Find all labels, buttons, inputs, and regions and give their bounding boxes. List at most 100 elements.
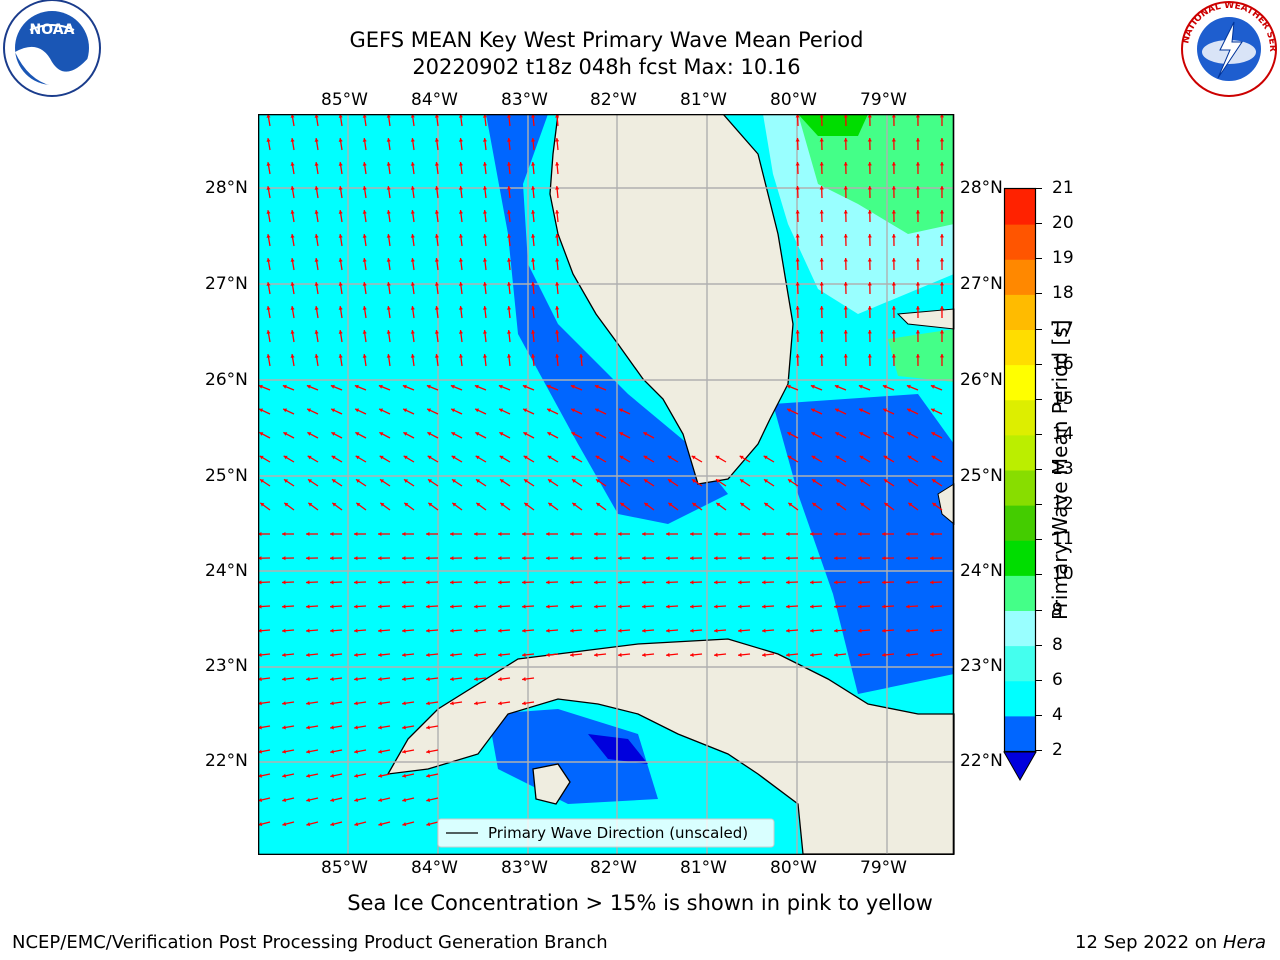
wave-arrow-head: [378, 822, 383, 827]
wave-arrow-head: [378, 628, 382, 633]
wave-arrow-head: [354, 531, 358, 537]
wave-arrow-head: [915, 162, 920, 166]
colorbar-segment: [1005, 505, 1035, 541]
wave-arrow-head: [499, 432, 504, 436]
wave-arrow-head: [714, 628, 718, 633]
wave-arrow-head: [715, 455, 720, 460]
org-credit: NCEP/EMC/Verification Post Processing Pr…: [12, 932, 608, 953]
colorbar: [1003, 187, 1037, 782]
wave-arrow-head: [258, 725, 262, 730]
wave-arrow-head: [595, 432, 600, 436]
wave-arrow-head: [386, 210, 391, 214]
wave-arrow-head: [867, 234, 872, 238]
wave-arrow-head: [498, 384, 503, 389]
wave-arrow-head: [546, 604, 550, 609]
colorbar-frame: [1003, 187, 1037, 753]
wave-arrow-head: [378, 556, 382, 561]
wave-arrow-head: [482, 186, 488, 190]
wave-arrow-head: [907, 432, 912, 436]
wave-arrow-head: [282, 773, 287, 778]
florida-land: [549, 114, 794, 485]
wave-arrow-head: [330, 701, 334, 706]
wave-arrow-head: [402, 556, 406, 561]
wave-arrow-head: [258, 556, 262, 561]
wave-arrow-head: [571, 479, 576, 483]
wave-arrow-head: [867, 306, 872, 310]
colorbar-segment: [1005, 434, 1035, 471]
wave-arrow-head: [762, 652, 766, 657]
wave-arrow-head: [426, 384, 431, 389]
wave-arrow-head: [619, 432, 624, 436]
wave-arrow-head: [314, 138, 319, 142]
wave-arrow-head: [306, 725, 310, 730]
wave-arrow-head: [426, 531, 430, 537]
wave-arrow-head: [795, 114, 800, 118]
colorbar-tick-mark: [1036, 223, 1042, 225]
wave-arrow-head: [618, 580, 622, 585]
wave-arrow-head: [714, 531, 718, 537]
wave-arrow-head: [314, 306, 319, 310]
wave-arrow-head: [835, 408, 840, 413]
wave-arrow-head: [738, 604, 742, 609]
issue-date: 12 Sep 2022 on Hera: [1075, 932, 1266, 954]
wave-arrow-head: [282, 604, 286, 609]
wave-arrow-head: [330, 580, 334, 585]
wave-arrow-head: [426, 773, 431, 778]
wave-arrow-head: [915, 306, 920, 310]
wave-arrow-head: [762, 604, 766, 609]
wave-arrow-head: [284, 502, 289, 507]
chart-subtitle: 20220902 t18z 048h fcst Max: 10.16: [412, 55, 801, 79]
wave-arrow-head: [458, 162, 463, 166]
wave-arrow-head: [306, 701, 310, 706]
wave-arrow-head: [859, 408, 864, 413]
wave-arrow-head: [642, 628, 646, 633]
wave-arrow-head: [843, 282, 848, 286]
lat-label-right: 27°N: [960, 274, 1003, 294]
wave-arrow-head: [883, 479, 888, 483]
wave-arrow-head: [474, 604, 478, 609]
machine-name: Hera: [1222, 932, 1266, 953]
wave-arrow-head: [378, 677, 382, 682]
colorbar-tick-label: 15: [1052, 388, 1074, 409]
wave-arrow-head: [362, 282, 367, 286]
wave-arrow-head: [915, 138, 920, 142]
lon-label-top: 80°W: [770, 90, 817, 110]
wave-arrow-head: [290, 186, 295, 190]
wave-arrow-head: [428, 502, 433, 507]
wave-arrow-head: [691, 455, 696, 460]
wave-arrow-head: [506, 306, 512, 310]
wave-arrow-head: [570, 652, 574, 657]
wave-arrow-head: [835, 432, 840, 436]
colorbar-segment: [1005, 399, 1035, 436]
wave-arrow-head: [555, 186, 560, 190]
wave-arrow-head: [282, 749, 286, 754]
wave-arrow-head: [266, 162, 271, 166]
wave-arrow-head: [906, 384, 911, 389]
wave-arrow-head: [498, 580, 502, 585]
wave-arrow-head: [410, 258, 415, 262]
wave-arrow-head: [410, 330, 415, 334]
wave-arrow-head: [306, 604, 310, 609]
wave-arrow-head: [546, 556, 550, 561]
wave-arrow-head: [819, 162, 824, 166]
wave-arrow-head: [643, 432, 648, 436]
colorbar-segment: [1005, 329, 1035, 366]
wave-arrow-head: [786, 556, 790, 561]
period-band-under: [588, 734, 648, 764]
wave-arrow-head: [762, 628, 766, 633]
chart-title: GEFS MEAN Key West Primary Wave Mean Per…: [349, 28, 864, 52]
wave-arrow-head: [354, 384, 359, 389]
wave-arrow-head: [434, 234, 439, 238]
wave-arrow-head: [474, 580, 478, 585]
wave-arrow-head: [795, 306, 800, 310]
colorbar-tick-label: 2: [1052, 740, 1063, 760]
wave-arrow-head: [338, 330, 343, 334]
wave-arrow-head: [378, 773, 383, 778]
lat-label-left: 25°N: [205, 466, 248, 486]
wave-arrow-head: [450, 556, 454, 561]
wave-arrow-head: [282, 822, 287, 827]
wave-arrow-head: [546, 580, 550, 585]
wave-arrow-head: [258, 822, 263, 827]
wave-arrow-head: [858, 652, 862, 657]
wave-arrow-head: [306, 556, 310, 561]
